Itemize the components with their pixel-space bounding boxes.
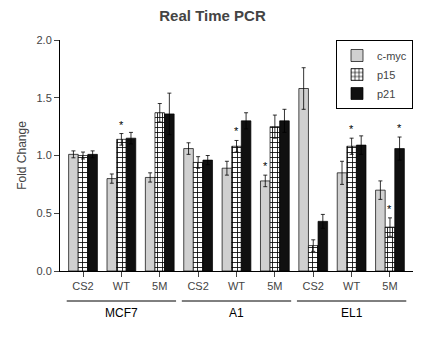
svg-text:5M: 5M <box>152 280 167 292</box>
svg-text:1.0: 1.0 <box>37 149 52 161</box>
svg-text:A1: A1 <box>229 306 244 320</box>
svg-text:p15: p15 <box>377 69 395 81</box>
svg-text:0.5: 0.5 <box>37 207 52 219</box>
svg-text:5M: 5M <box>382 280 397 292</box>
svg-text:MCF7: MCF7 <box>105 306 138 320</box>
svg-text:*: * <box>349 123 354 135</box>
svg-text:c-myc: c-myc <box>377 50 407 62</box>
svg-text:WT: WT <box>343 280 360 292</box>
svg-text:WT: WT <box>113 280 130 292</box>
svg-text:1.5: 1.5 <box>37 92 52 104</box>
svg-text:EL1: EL1 <box>341 306 363 320</box>
svg-text:Real Time PCR: Real Time PCR <box>159 7 266 24</box>
svg-text:CS2: CS2 <box>187 280 208 292</box>
svg-text:Fold Change: Fold Change <box>15 121 29 190</box>
svg-text:p21: p21 <box>377 88 395 100</box>
svg-text:*: * <box>387 203 392 215</box>
svg-text:*: * <box>263 160 268 172</box>
svg-text:2.0: 2.0 <box>37 34 52 46</box>
svg-text:*: * <box>119 119 124 131</box>
svg-text:*: * <box>397 122 402 134</box>
svg-text:CS2: CS2 <box>72 280 93 292</box>
svg-text:*: * <box>234 125 239 137</box>
svg-text:CS2: CS2 <box>303 280 324 292</box>
svg-text:WT: WT <box>228 280 245 292</box>
svg-text:5M: 5M <box>267 280 282 292</box>
svg-text:0.0: 0.0 <box>37 265 52 277</box>
